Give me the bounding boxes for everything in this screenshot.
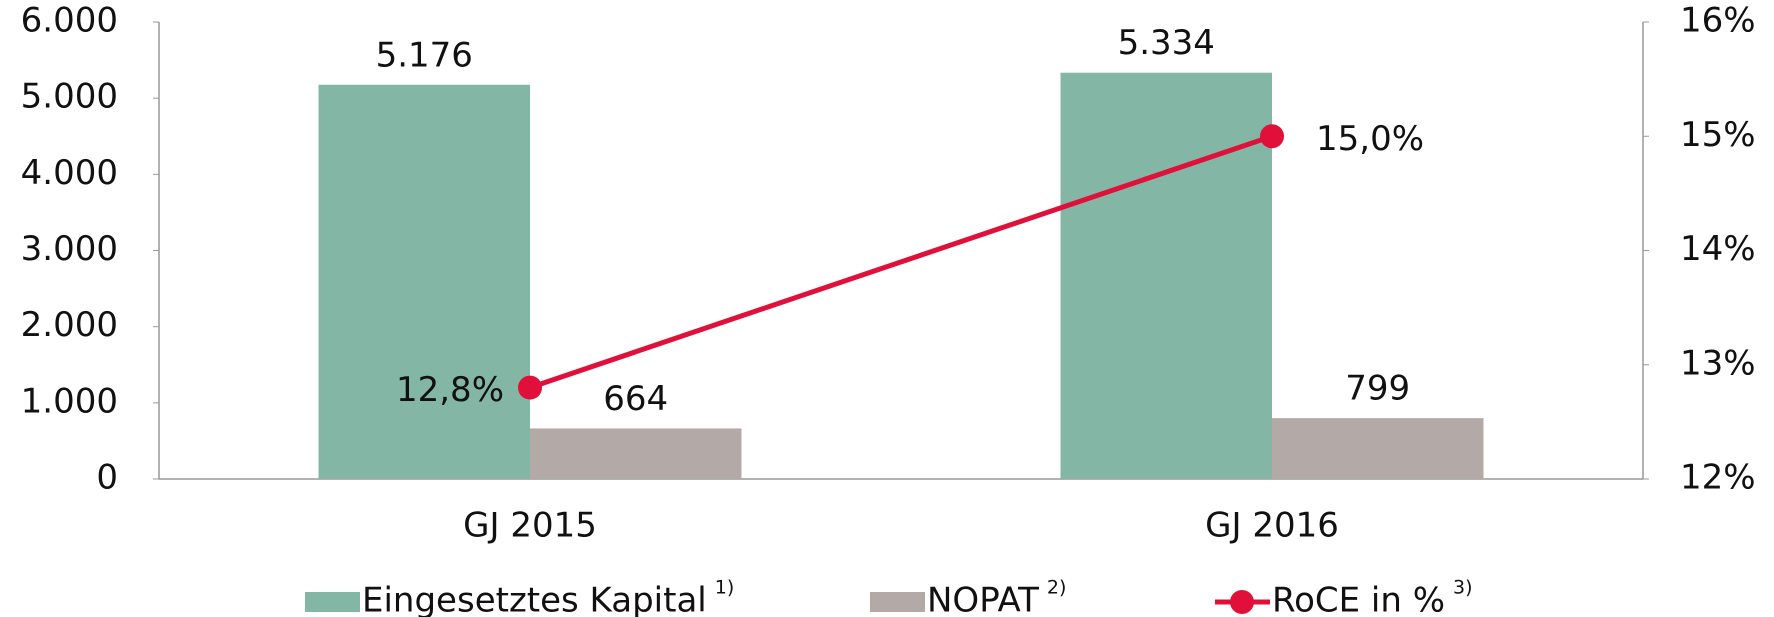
value-label: 12,8% <box>396 370 504 410</box>
legend-swatch <box>870 592 925 612</box>
y-tick-label: 3.000 <box>21 229 118 269</box>
y2-tick-label: 15% <box>1680 115 1756 155</box>
legend-label: RoCE in % <box>1272 581 1445 617</box>
y-tick-label: 0 <box>96 458 118 498</box>
x-tick-label: GJ 2016 <box>1205 506 1339 546</box>
y-tick-label: 2.000 <box>21 305 118 345</box>
legend-swatch <box>305 592 360 612</box>
legend-note: 3) <box>1453 577 1473 599</box>
y2-tick-label: 16% <box>1680 1 1756 41</box>
legend-note: 1) <box>715 577 735 599</box>
legend-note: 2) <box>1047 577 1067 599</box>
value-label: 15,0% <box>1316 119 1424 159</box>
y2-tick-label: 12% <box>1680 458 1756 498</box>
marker <box>518 375 542 400</box>
bar <box>318 84 530 480</box>
legend-marker <box>1230 590 1254 614</box>
y-tick-label: 1.000 <box>21 381 118 421</box>
value-label: 5.334 <box>1118 23 1215 63</box>
y2-tick-label: 14% <box>1680 229 1756 269</box>
bar <box>1272 418 1484 479</box>
value-label: 664 <box>603 379 668 419</box>
bar <box>1060 72 1272 480</box>
y-tick-label: 6.000 <box>21 1 118 41</box>
y-tick-label: 4.000 <box>21 153 118 193</box>
bar <box>530 428 742 479</box>
legend-label: Eingesetztes Kapital <box>362 581 707 617</box>
value-label: 5.176 <box>376 35 473 75</box>
legend-label: NOPAT <box>927 581 1039 617</box>
x-tick-label: GJ 2015 <box>463 506 597 546</box>
y-tick-label: 5.000 <box>21 77 118 117</box>
value-label: 799 <box>1345 369 1410 409</box>
line <box>529 133 1273 390</box>
marker <box>1260 124 1284 149</box>
y2-tick-label: 13% <box>1680 343 1756 383</box>
